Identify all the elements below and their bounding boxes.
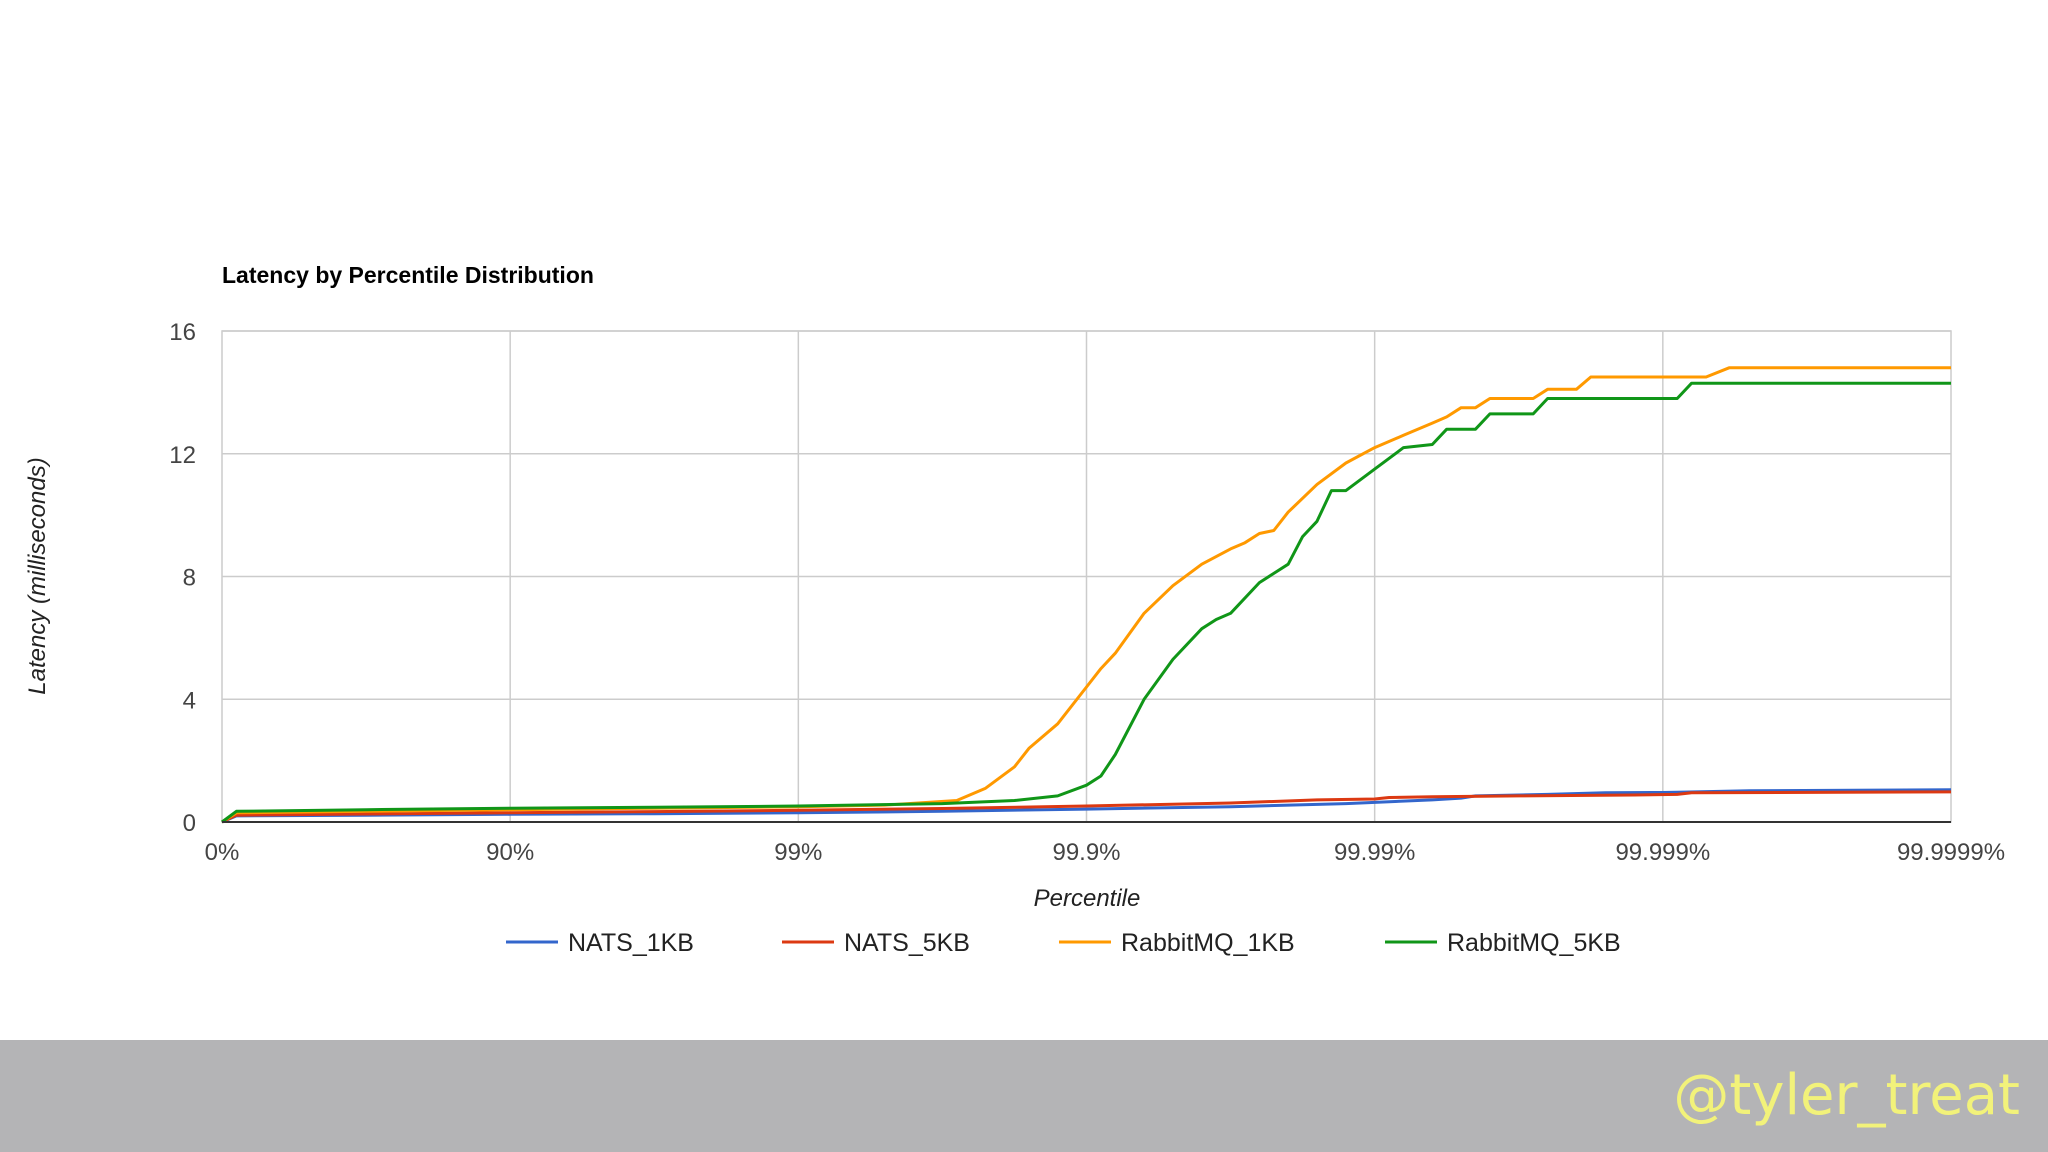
y-tick-label: 12 bbox=[169, 442, 196, 469]
y-tick-label: 0 bbox=[183, 810, 196, 837]
axes: 0 4 8 12 16 0% 90% 99% 99.9% 99.99% 99.999% 99.9999… bbox=[169, 319, 2005, 866]
x-tick-label: 99% bbox=[774, 839, 822, 866]
y-tick-label: 16 bbox=[169, 319, 196, 346]
y-tick-label: 8 bbox=[183, 565, 196, 592]
latency-chart: Latency by Percentile Distribution 0 4 8 12… bbox=[24, 262, 2005, 957]
legend-label: RabbitMQ_5KB bbox=[1447, 929, 1621, 957]
x-tick-label: 0% bbox=[205, 839, 240, 866]
x-tick-label: 99.99% bbox=[1334, 839, 1415, 866]
series-line-rabbitmq-5kb bbox=[221, 381, 1951, 824]
x-tick-label: 90% bbox=[486, 839, 534, 866]
x-tick-label: 99.999% bbox=[1615, 839, 1710, 866]
series-line-rabbitmq-1kb bbox=[221, 366, 1951, 824]
x-tick-label: 99.9999% bbox=[1897, 839, 2005, 866]
legend: NATS_1KB NATS_5KB RabbitMQ_1KB RabbitMQ_5KB bbox=[506, 929, 1621, 957]
legend-label: RabbitMQ_1KB bbox=[1121, 929, 1295, 957]
chart-title: Latency by Percentile Distribution bbox=[222, 262, 594, 288]
legend-label: NATS_1KB bbox=[568, 929, 694, 957]
x-tick-label: 99.9% bbox=[1052, 839, 1120, 866]
series-line-nats-5kb bbox=[221, 790, 1952, 824]
x-axis-label: Percentile bbox=[1034, 885, 1141, 912]
grid bbox=[221, 330, 1952, 823]
y-tick-label: 4 bbox=[183, 687, 196, 714]
plot-area bbox=[221, 366, 1952, 824]
y-axis-label: Latency (milliseconds) bbox=[24, 457, 51, 694]
author-handle: @tyler_treat bbox=[1673, 1063, 2020, 1128]
legend-label: NATS_5KB bbox=[844, 929, 970, 957]
footer-bar bbox=[0, 1040, 2048, 1152]
